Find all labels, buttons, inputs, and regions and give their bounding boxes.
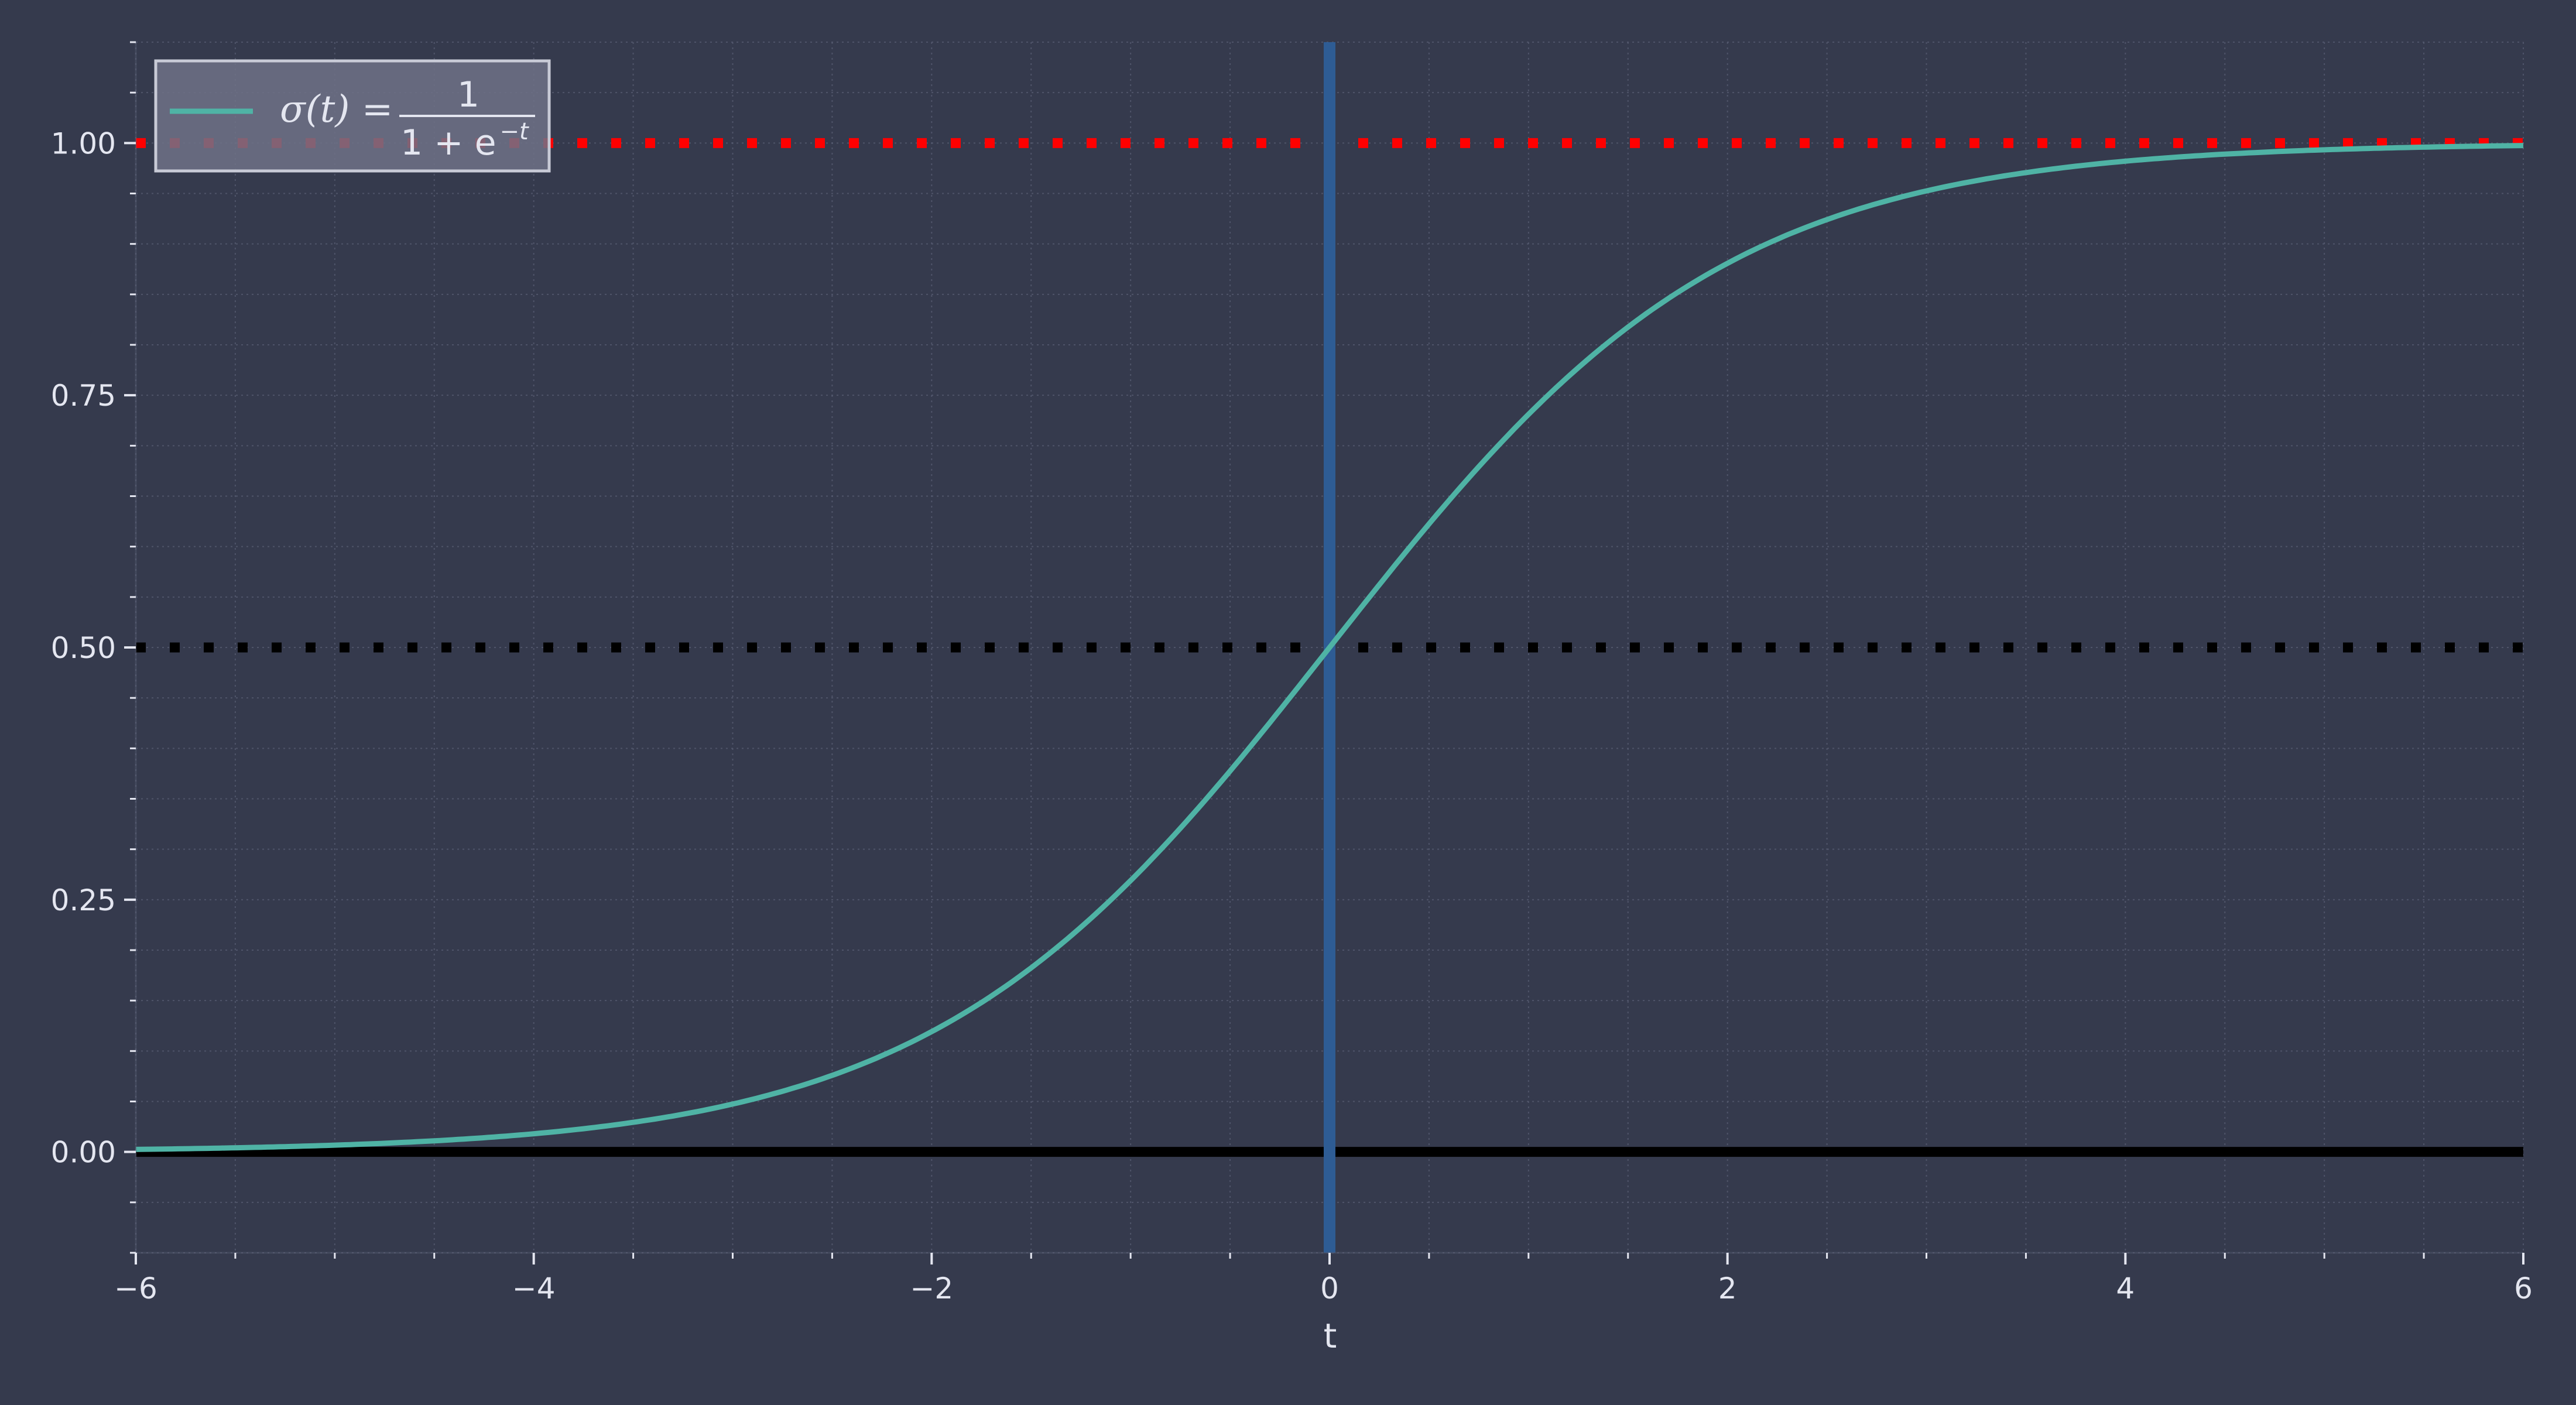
series-line-sigmoid <box>135 143 2524 1152</box>
legend: σ(t) = 1 1 + e −t <box>154 59 551 173</box>
x-axis-ticks: −6 −4 −2 0 2 4 6 <box>114 1253 2533 1305</box>
legend-denominator-exponent: −t <box>500 118 530 145</box>
y-axis-ticks: 0.00 0.25 0.50 0.75 1.00 <box>51 41 136 1254</box>
legend-denominator: 1 + e −t <box>400 118 529 163</box>
y-tick-label: 0.50 <box>51 631 116 665</box>
legend-numerator: 1 <box>457 74 479 115</box>
x-tick-label: −4 <box>512 1272 556 1305</box>
y-tick-label: 0.00 <box>51 1136 116 1170</box>
x-tick-label: 6 <box>2514 1272 2533 1305</box>
y-tick-label: 0.25 <box>51 883 116 917</box>
legend-label-lhs: σ(t) = <box>280 88 393 131</box>
y-tick-label: 1.00 <box>51 126 116 160</box>
x-tick-label: 4 <box>2116 1272 2135 1305</box>
x-axis-label: t <box>1324 1316 1337 1356</box>
series-layer <box>135 143 2524 1152</box>
y-tick-label: 0.75 <box>51 379 116 413</box>
legend-denominator-base: 1 + e <box>400 122 496 163</box>
x-tick-label: −6 <box>114 1272 157 1305</box>
x-tick-label: 0 <box>1320 1272 1339 1305</box>
x-tick-label: 2 <box>1718 1272 1737 1305</box>
x-tick-label: −2 <box>910 1272 953 1305</box>
